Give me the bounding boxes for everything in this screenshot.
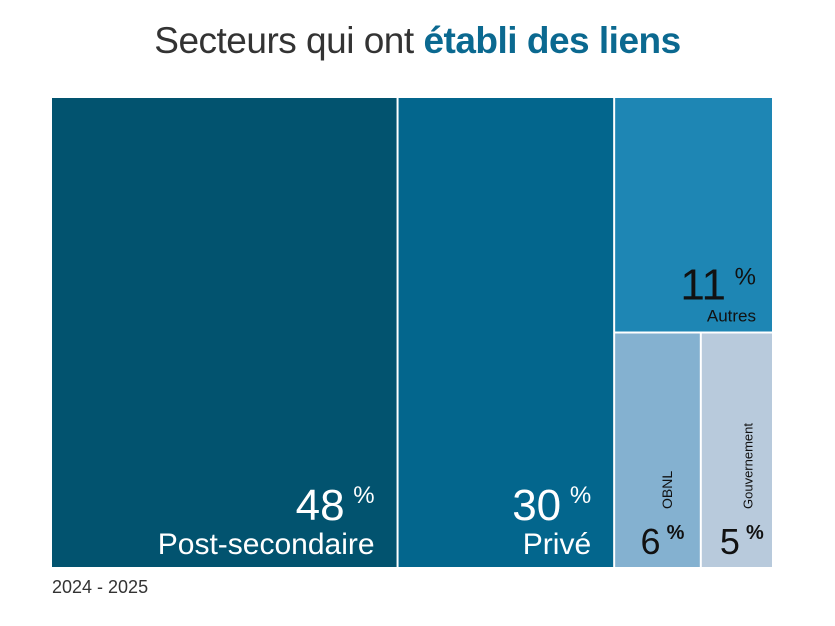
chart-title: Secteurs qui ont établi des liens <box>0 20 835 62</box>
tile-label-obnl: OBNL <box>659 471 675 509</box>
tile-label-autres: Autres <box>707 307 756 326</box>
tile-value-prive: 30 <box>512 481 561 530</box>
tile-post-secondaire <box>52 98 397 567</box>
tile-unit-autres: % <box>735 264 756 291</box>
tile-obnl <box>615 333 700 567</box>
chart-title-bold: établi des liens <box>423 20 681 61</box>
footnote-period: 2024 - 2025 <box>52 577 149 597</box>
chart-title-regular: Secteurs qui ont <box>154 20 424 61</box>
tile-label-post-secondaire: Post-secondaire <box>158 528 375 561</box>
tile-label-gouvernement: Gouvernement <box>740 423 755 509</box>
tile-prive <box>398 98 614 567</box>
tile-value-post-secondaire: 48 <box>296 481 345 530</box>
tile-value-gouvernement: 5 <box>720 521 740 562</box>
tile-unit-post-secondaire: % <box>353 482 374 509</box>
tile-unit-obnl: % <box>667 522 685 544</box>
tile-unit-gouvernement: % <box>746 522 764 544</box>
tile-gouvernement <box>701 333 772 567</box>
tile-value-obnl: 6 <box>640 521 660 562</box>
tile-autres <box>615 98 772 332</box>
tile-value-autres: 11 <box>680 261 726 310</box>
tile-label-prive: Privé <box>523 528 591 561</box>
tile-unit-prive: % <box>570 482 591 509</box>
